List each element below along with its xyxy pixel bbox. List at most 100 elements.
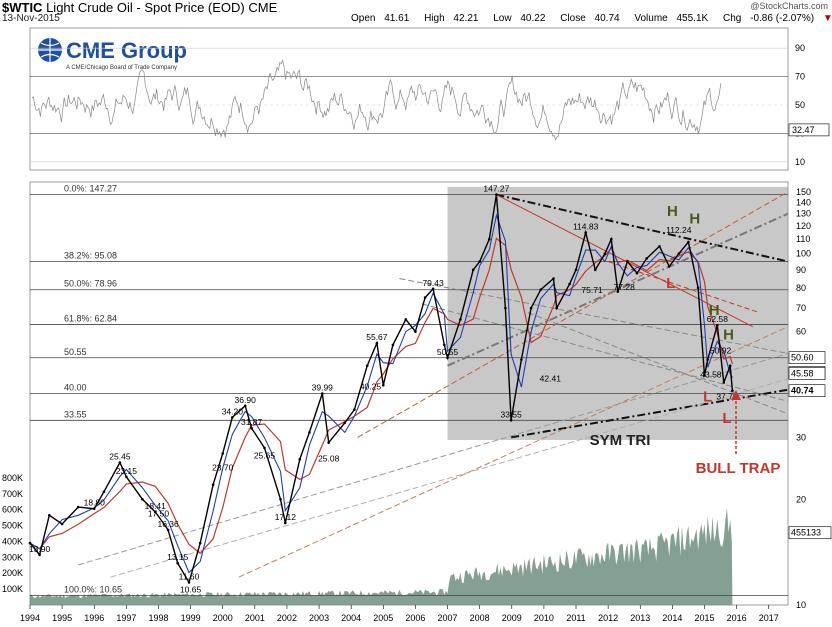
volume-tick-label: 800K — [2, 473, 23, 483]
price-tick-label: 140 — [796, 197, 811, 207]
x-tick-label: 2008 — [470, 613, 490, 623]
price-point — [391, 343, 395, 347]
bull-trap-label: BULL TRAP — [696, 460, 781, 477]
price-tick-label: 30 — [796, 432, 806, 442]
head-marker: H — [709, 302, 720, 319]
x-tick-label: 1999 — [181, 613, 201, 623]
price-point — [520, 358, 523, 361]
volume-value: Volume 455.1K — [634, 13, 709, 24]
price-annotation: 42.41 — [540, 374, 562, 384]
price-annotation: 17.50 — [148, 509, 170, 519]
volume-tick-label: 500K — [2, 521, 23, 531]
low-value: Low 40.22 — [493, 13, 546, 24]
rsi-line — [31, 59, 722, 141]
price-point — [539, 288, 542, 292]
x-tick-label: 2007 — [438, 613, 458, 623]
price-point — [722, 381, 726, 384]
head-marker: H — [689, 210, 700, 227]
price-point — [555, 306, 558, 310]
chart-title: $WTIC Light Crude Oil - Spot Price (EOD)… — [2, 0, 277, 15]
price-annotation: 18.80 — [84, 498, 106, 508]
price-point — [471, 268, 475, 272]
price-point — [414, 330, 417, 333]
price-annotation: 40.25 — [360, 382, 382, 392]
price-point — [658, 245, 661, 248]
price-point — [375, 341, 379, 345]
instrument-name: Light Crude Oil - Spot Price (EOD) — [46, 0, 245, 15]
price-annotation: 55.67 — [366, 332, 388, 342]
price-tick-label: 90 — [796, 265, 806, 275]
x-tick-label: 2013 — [630, 613, 650, 623]
volume-tick-label: 400K — [2, 536, 23, 546]
price-point — [243, 404, 247, 408]
trendline — [110, 378, 789, 578]
price-point — [327, 441, 331, 444]
volume-area — [30, 508, 733, 605]
price-tick-label: 20 — [796, 494, 806, 504]
price-point — [431, 287, 435, 291]
price-point — [728, 364, 732, 368]
price-annotation: 43.58 — [700, 369, 722, 379]
price-point — [48, 514, 51, 517]
price-point — [488, 237, 491, 241]
price-annotation: 25.65 — [254, 450, 276, 460]
price-tag — [788, 384, 826, 398]
price-annotation: 36.90 — [235, 395, 257, 405]
price-point — [298, 457, 302, 461]
price-point — [221, 452, 224, 455]
price-point — [211, 483, 215, 487]
price-point — [667, 265, 671, 268]
price-annotation: 33.55 — [500, 409, 522, 419]
rsi-tick-label: 50 — [795, 100, 805, 110]
price-point — [250, 426, 253, 430]
trendline — [496, 193, 789, 263]
price-annotation: 114.83 — [573, 222, 599, 232]
price-point — [38, 553, 41, 557]
price-point — [509, 419, 513, 422]
price-point — [703, 374, 706, 377]
price-point — [154, 510, 157, 514]
globe-lines — [38, 38, 62, 62]
price-point — [141, 498, 144, 501]
price-annotation: 10.65 — [180, 584, 202, 594]
price-point — [635, 271, 639, 275]
price-tag — [788, 367, 826, 380]
price-tick-label: 60 — [796, 327, 806, 337]
rsi-tick-label: 70 — [795, 72, 805, 82]
high-value: High 42.21 — [424, 13, 479, 24]
price-point — [353, 408, 356, 411]
x-tick-label: 2010 — [534, 613, 554, 623]
cme-logo — [38, 38, 62, 62]
price-annotation: 34.20 — [222, 406, 244, 416]
price-point — [76, 505, 80, 509]
price-annotation: 31.87 — [241, 417, 263, 427]
volume-tick-label: 600K — [2, 505, 23, 515]
price-tag — [788, 351, 826, 364]
price-point — [263, 446, 266, 450]
x-tick-label: 2012 — [598, 613, 618, 623]
price-point — [478, 260, 482, 263]
price-point — [529, 306, 533, 310]
watermark: @StockCharts.com — [750, 1, 828, 11]
price-point — [645, 257, 648, 260]
x-tick-label: 2005 — [373, 613, 393, 623]
price-tick-label: 130 — [796, 209, 811, 219]
pattern-label: SYM TRI — [590, 432, 651, 449]
price-annotation: 18.41 — [145, 501, 167, 511]
price-annotation: 16.36 — [157, 519, 179, 529]
price-annotation: 17.12 — [275, 512, 297, 522]
price-point — [60, 522, 64, 526]
head-marker: H — [723, 326, 734, 343]
price-annotation: 11.60 — [179, 571, 200, 581]
price-annotation: 23.70 — [212, 462, 234, 472]
x-tick-label: 2003 — [309, 613, 329, 623]
price-point — [365, 364, 369, 368]
x-tick-label: 2002 — [277, 613, 297, 623]
price-tick-label: 80 — [796, 283, 806, 293]
low-marker: L — [722, 410, 731, 427]
x-tick-label: 2014 — [662, 613, 682, 623]
price-point — [28, 541, 32, 545]
price-annotation: 39.99 — [312, 383, 334, 393]
price-point — [616, 290, 620, 293]
rsi-tick-label: 90 — [795, 43, 805, 53]
